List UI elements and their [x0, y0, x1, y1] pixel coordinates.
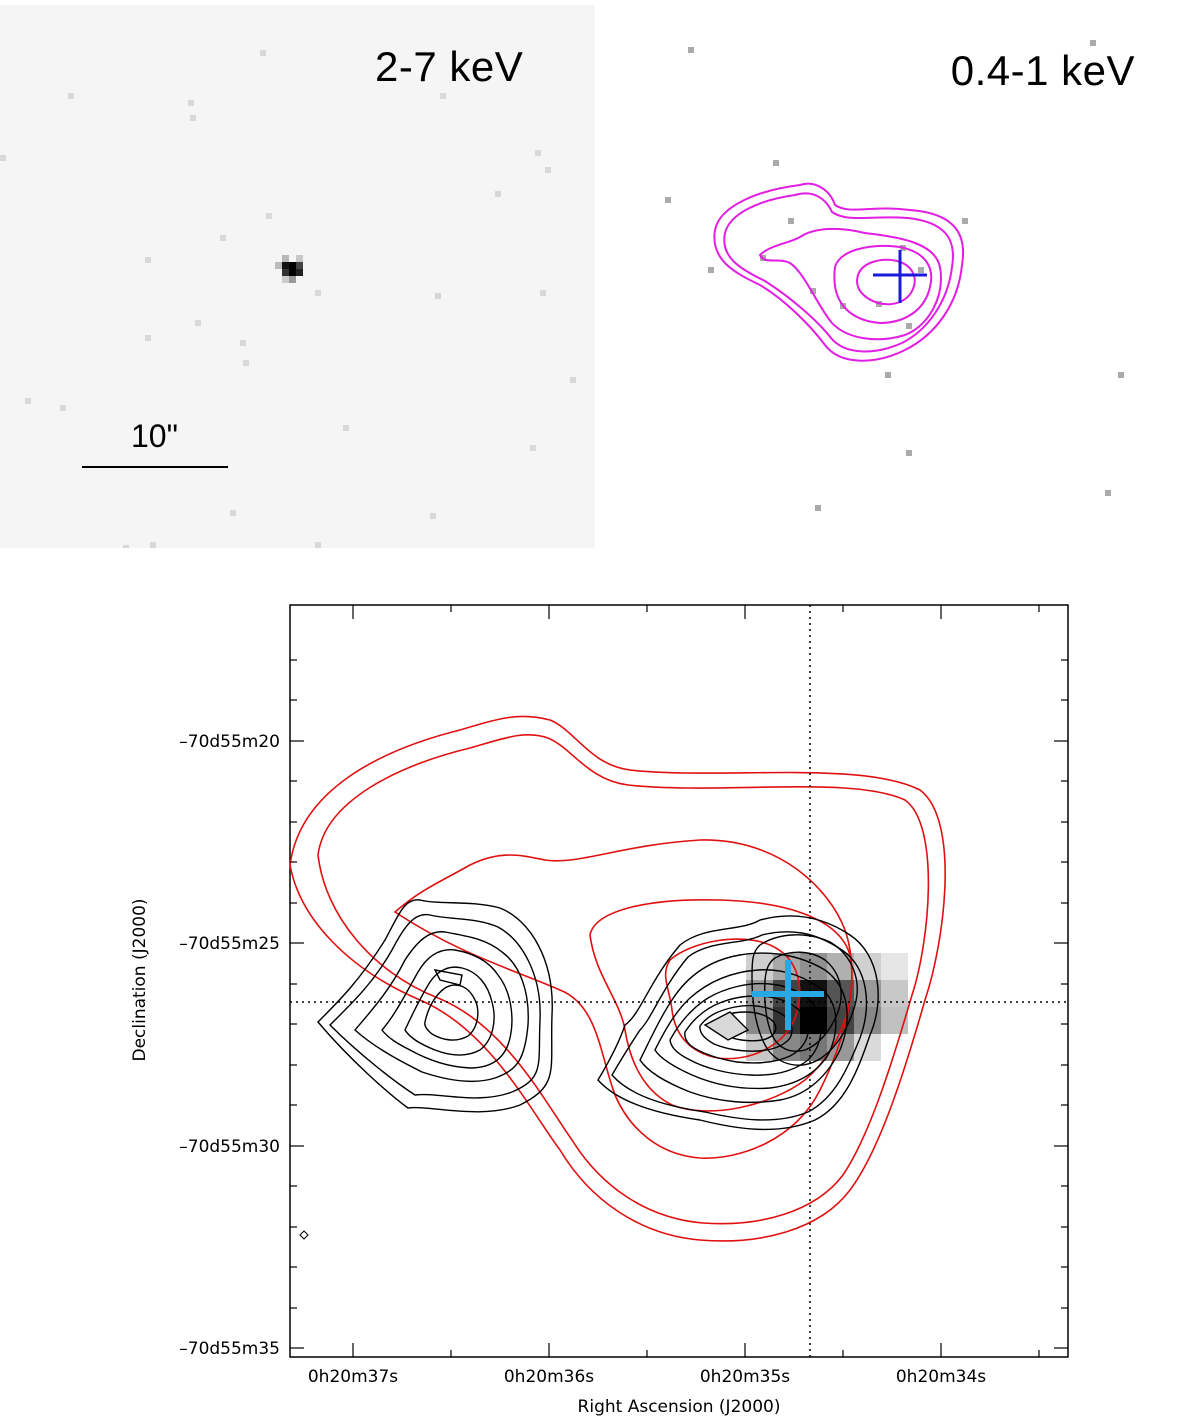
- y-tick-label: –70d55m30: [179, 1137, 280, 1157]
- y-ticks: [290, 659, 1068, 1349]
- y-axis-title: Declination (J2000): [130, 898, 150, 1061]
- optical-contours: [317, 899, 879, 1131]
- y-tick-labels: –70d55m20 –70d55m25 –70d55m30 –70d55m35: [179, 732, 280, 1359]
- x-tick-label: 0h20m35s: [700, 1367, 790, 1387]
- crosshair-lines: [290, 605, 1068, 1357]
- soft-band-contours: [713, 182, 965, 362]
- hard-band-image-panel: 2-7 keV 10": [0, 5, 595, 548]
- soft-band-image: [665, 40, 1124, 511]
- x-axis-title: Right Ascension (J2000): [578, 1397, 781, 1417]
- contour-overlay-plot: 0h20m37s 0h20m36s 0h20m35s 0h20m34s –70d…: [130, 604, 1069, 1417]
- hard-band-label: 2-7 keV: [375, 43, 524, 90]
- hard-band-image: [0, 50, 576, 548]
- scale-bar: [82, 466, 228, 468]
- soft-band-label: 0.4-1 keV: [950, 47, 1135, 94]
- y-tick-label: –70d55m35: [179, 1339, 280, 1359]
- source-position-cross: [752, 960, 824, 1030]
- x-tick-label: 0h20m34s: [896, 1367, 986, 1387]
- x-ticks: [352, 605, 1040, 1357]
- soft-band-image-panel: 0.4-1 keV: [600, 5, 1200, 548]
- x-tick-labels: 0h20m37s 0h20m36s 0h20m35s 0h20m34s: [308, 1367, 986, 1387]
- beam-marker: [299, 1230, 309, 1240]
- scale-bar-label: 10": [131, 418, 178, 454]
- y-tick-label: –70d55m20: [179, 732, 280, 752]
- plot-frame: [289, 604, 1069, 1358]
- x-tick-label: 0h20m36s: [504, 1367, 594, 1387]
- x-tick-label: 0h20m37s: [308, 1367, 398, 1387]
- y-tick-label: –70d55m25: [179, 934, 280, 954]
- soft-source-cross: [873, 250, 927, 303]
